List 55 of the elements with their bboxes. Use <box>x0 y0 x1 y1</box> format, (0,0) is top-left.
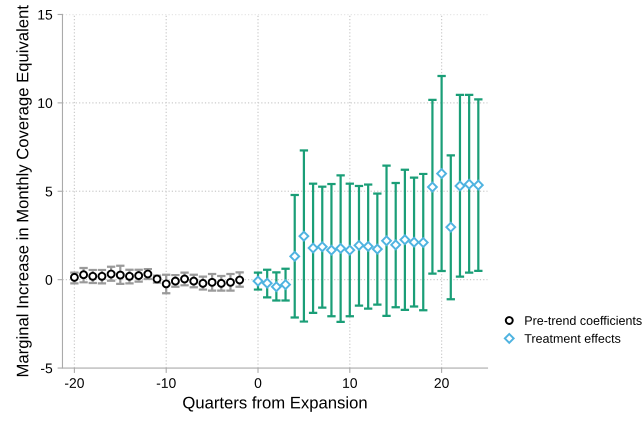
y-tick-label: 10 <box>38 98 52 108</box>
point <box>134 271 144 280</box>
y-tick-label: 15 <box>38 10 52 20</box>
point <box>427 182 438 192</box>
point <box>262 278 273 289</box>
point <box>289 250 300 262</box>
point <box>116 270 125 280</box>
point <box>436 168 447 179</box>
legend-label: Treatment effects <box>524 334 620 343</box>
x-tick-label: 10 <box>343 378 357 388</box>
y-tick-label: 5 <box>46 186 52 196</box>
point <box>372 244 383 254</box>
point <box>298 230 310 242</box>
point <box>97 272 106 281</box>
x-tick-label: -20 <box>64 378 84 388</box>
point <box>270 281 282 292</box>
x-axis-title: Quarters from Expansion <box>183 396 367 412</box>
point <box>235 276 244 284</box>
point <box>162 279 171 288</box>
point <box>381 235 392 246</box>
point <box>308 242 318 254</box>
point <box>326 244 337 256</box>
point <box>335 242 346 254</box>
point <box>216 278 226 288</box>
point <box>390 239 402 250</box>
x-tick-label: 0 <box>254 378 262 388</box>
point <box>252 276 264 286</box>
point <box>344 244 356 256</box>
legend-label: Pre-trend coefficients <box>525 316 642 326</box>
x-tick-label: 20 <box>434 378 449 388</box>
point <box>79 270 88 280</box>
point <box>464 178 475 190</box>
point <box>125 272 134 281</box>
point <box>180 274 190 284</box>
point <box>472 180 484 190</box>
point <box>88 272 98 281</box>
point <box>226 278 235 287</box>
y-axis-title: Marginal Increase in Monthly Coverage Equivalent <box>16 5 32 376</box>
point <box>418 237 429 248</box>
point <box>399 234 410 246</box>
point <box>445 222 456 233</box>
x-tick-label: -10 <box>156 378 176 388</box>
point <box>198 278 208 288</box>
point <box>208 278 217 287</box>
point <box>362 241 374 252</box>
point <box>106 270 116 278</box>
point <box>70 272 79 282</box>
point <box>316 241 328 252</box>
point <box>408 236 420 248</box>
y-tick-label: 0 <box>46 275 52 285</box>
point <box>354 240 364 251</box>
y-tick-label: -5 <box>41 364 52 374</box>
point <box>280 279 291 290</box>
point <box>454 180 466 192</box>
point <box>189 276 198 286</box>
